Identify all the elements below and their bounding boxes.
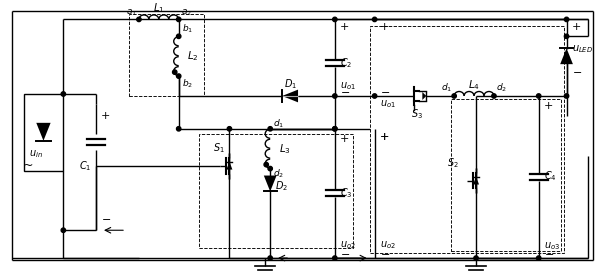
Text: ~: ~ — [22, 159, 33, 172]
Circle shape — [61, 228, 66, 232]
Text: $-$: $-$ — [379, 86, 390, 96]
Text: +: + — [101, 111, 111, 121]
Text: $L_2$: $L_2$ — [187, 49, 198, 63]
Text: $C_1$: $C_1$ — [79, 160, 91, 174]
Text: +: + — [544, 101, 553, 111]
Circle shape — [176, 127, 181, 131]
Circle shape — [536, 94, 541, 98]
Text: $-$: $-$ — [572, 66, 582, 76]
Text: $-$: $-$ — [101, 213, 111, 223]
Circle shape — [268, 256, 272, 260]
Circle shape — [227, 127, 232, 131]
Circle shape — [474, 256, 478, 260]
Text: $S_2$: $S_2$ — [447, 156, 459, 170]
Text: +: + — [340, 134, 349, 144]
Text: $S_1$: $S_1$ — [213, 141, 224, 155]
Bar — [199, 134, 353, 248]
Text: $u_{o2}$: $u_{o2}$ — [379, 239, 395, 251]
Bar — [24, 94, 63, 171]
Text: $L_4$: $L_4$ — [468, 78, 480, 92]
Polygon shape — [264, 176, 277, 191]
Text: $u_{LED}$: $u_{LED}$ — [572, 43, 593, 55]
Circle shape — [264, 162, 268, 167]
Text: $d_2$: $d_2$ — [273, 168, 285, 180]
Text: $a_2$: $a_2$ — [181, 7, 192, 18]
Circle shape — [333, 127, 337, 131]
Text: $L_1$: $L_1$ — [153, 2, 165, 15]
Circle shape — [564, 34, 568, 38]
Text: $C_2$: $C_2$ — [340, 56, 352, 70]
Polygon shape — [36, 123, 50, 141]
Text: $d_2$: $d_2$ — [496, 82, 507, 94]
Text: +: + — [379, 22, 389, 32]
Circle shape — [173, 70, 177, 74]
Circle shape — [176, 74, 181, 78]
Text: $-$: $-$ — [379, 248, 390, 258]
Circle shape — [137, 17, 141, 22]
Text: $u_{o2}$: $u_{o2}$ — [340, 239, 356, 251]
Text: +: + — [379, 132, 389, 142]
Polygon shape — [473, 177, 479, 185]
Text: $d_1$: $d_1$ — [273, 117, 285, 130]
Text: $u_{o1}$: $u_{o1}$ — [340, 80, 356, 92]
Text: $u_{o3}$: $u_{o3}$ — [544, 240, 560, 252]
Circle shape — [452, 94, 457, 98]
Polygon shape — [560, 48, 573, 64]
Text: $-$: $-$ — [340, 248, 350, 258]
Circle shape — [492, 94, 496, 98]
Text: $D_2$: $D_2$ — [275, 180, 288, 193]
Text: +: + — [340, 22, 349, 32]
Text: $a_1$: $a_1$ — [126, 7, 137, 18]
Circle shape — [268, 166, 272, 171]
Circle shape — [333, 94, 337, 98]
Text: $d_1$: $d_1$ — [441, 82, 452, 94]
Text: +: + — [379, 132, 389, 142]
Text: $L_3$: $L_3$ — [279, 142, 291, 156]
Text: $-$: $-$ — [340, 86, 350, 96]
Circle shape — [176, 17, 181, 22]
Text: $C_4$: $C_4$ — [544, 170, 556, 183]
Circle shape — [373, 94, 377, 98]
Circle shape — [564, 94, 568, 98]
Text: $u_{o1}$: $u_{o1}$ — [379, 98, 396, 110]
Text: $b_1$: $b_1$ — [182, 23, 193, 35]
Bar — [370, 26, 564, 253]
Circle shape — [536, 256, 541, 260]
Circle shape — [176, 34, 181, 38]
Bar — [129, 14, 204, 96]
Polygon shape — [423, 92, 426, 100]
Circle shape — [333, 256, 337, 260]
Text: $u_{in}$: $u_{in}$ — [29, 148, 43, 159]
Text: $-$: $-$ — [544, 248, 554, 258]
Polygon shape — [226, 162, 232, 170]
Polygon shape — [282, 90, 298, 102]
Circle shape — [564, 17, 568, 22]
Circle shape — [333, 127, 337, 131]
Circle shape — [373, 17, 377, 22]
Text: $S_3$: $S_3$ — [412, 107, 423, 121]
Text: $b_2$: $b_2$ — [182, 77, 193, 90]
Bar — [451, 99, 561, 251]
Text: +: + — [572, 22, 581, 32]
Text: $D_1$: $D_1$ — [283, 77, 297, 91]
Circle shape — [333, 17, 337, 22]
Circle shape — [61, 92, 66, 96]
Circle shape — [268, 127, 272, 131]
Text: $C_3$: $C_3$ — [340, 186, 353, 200]
